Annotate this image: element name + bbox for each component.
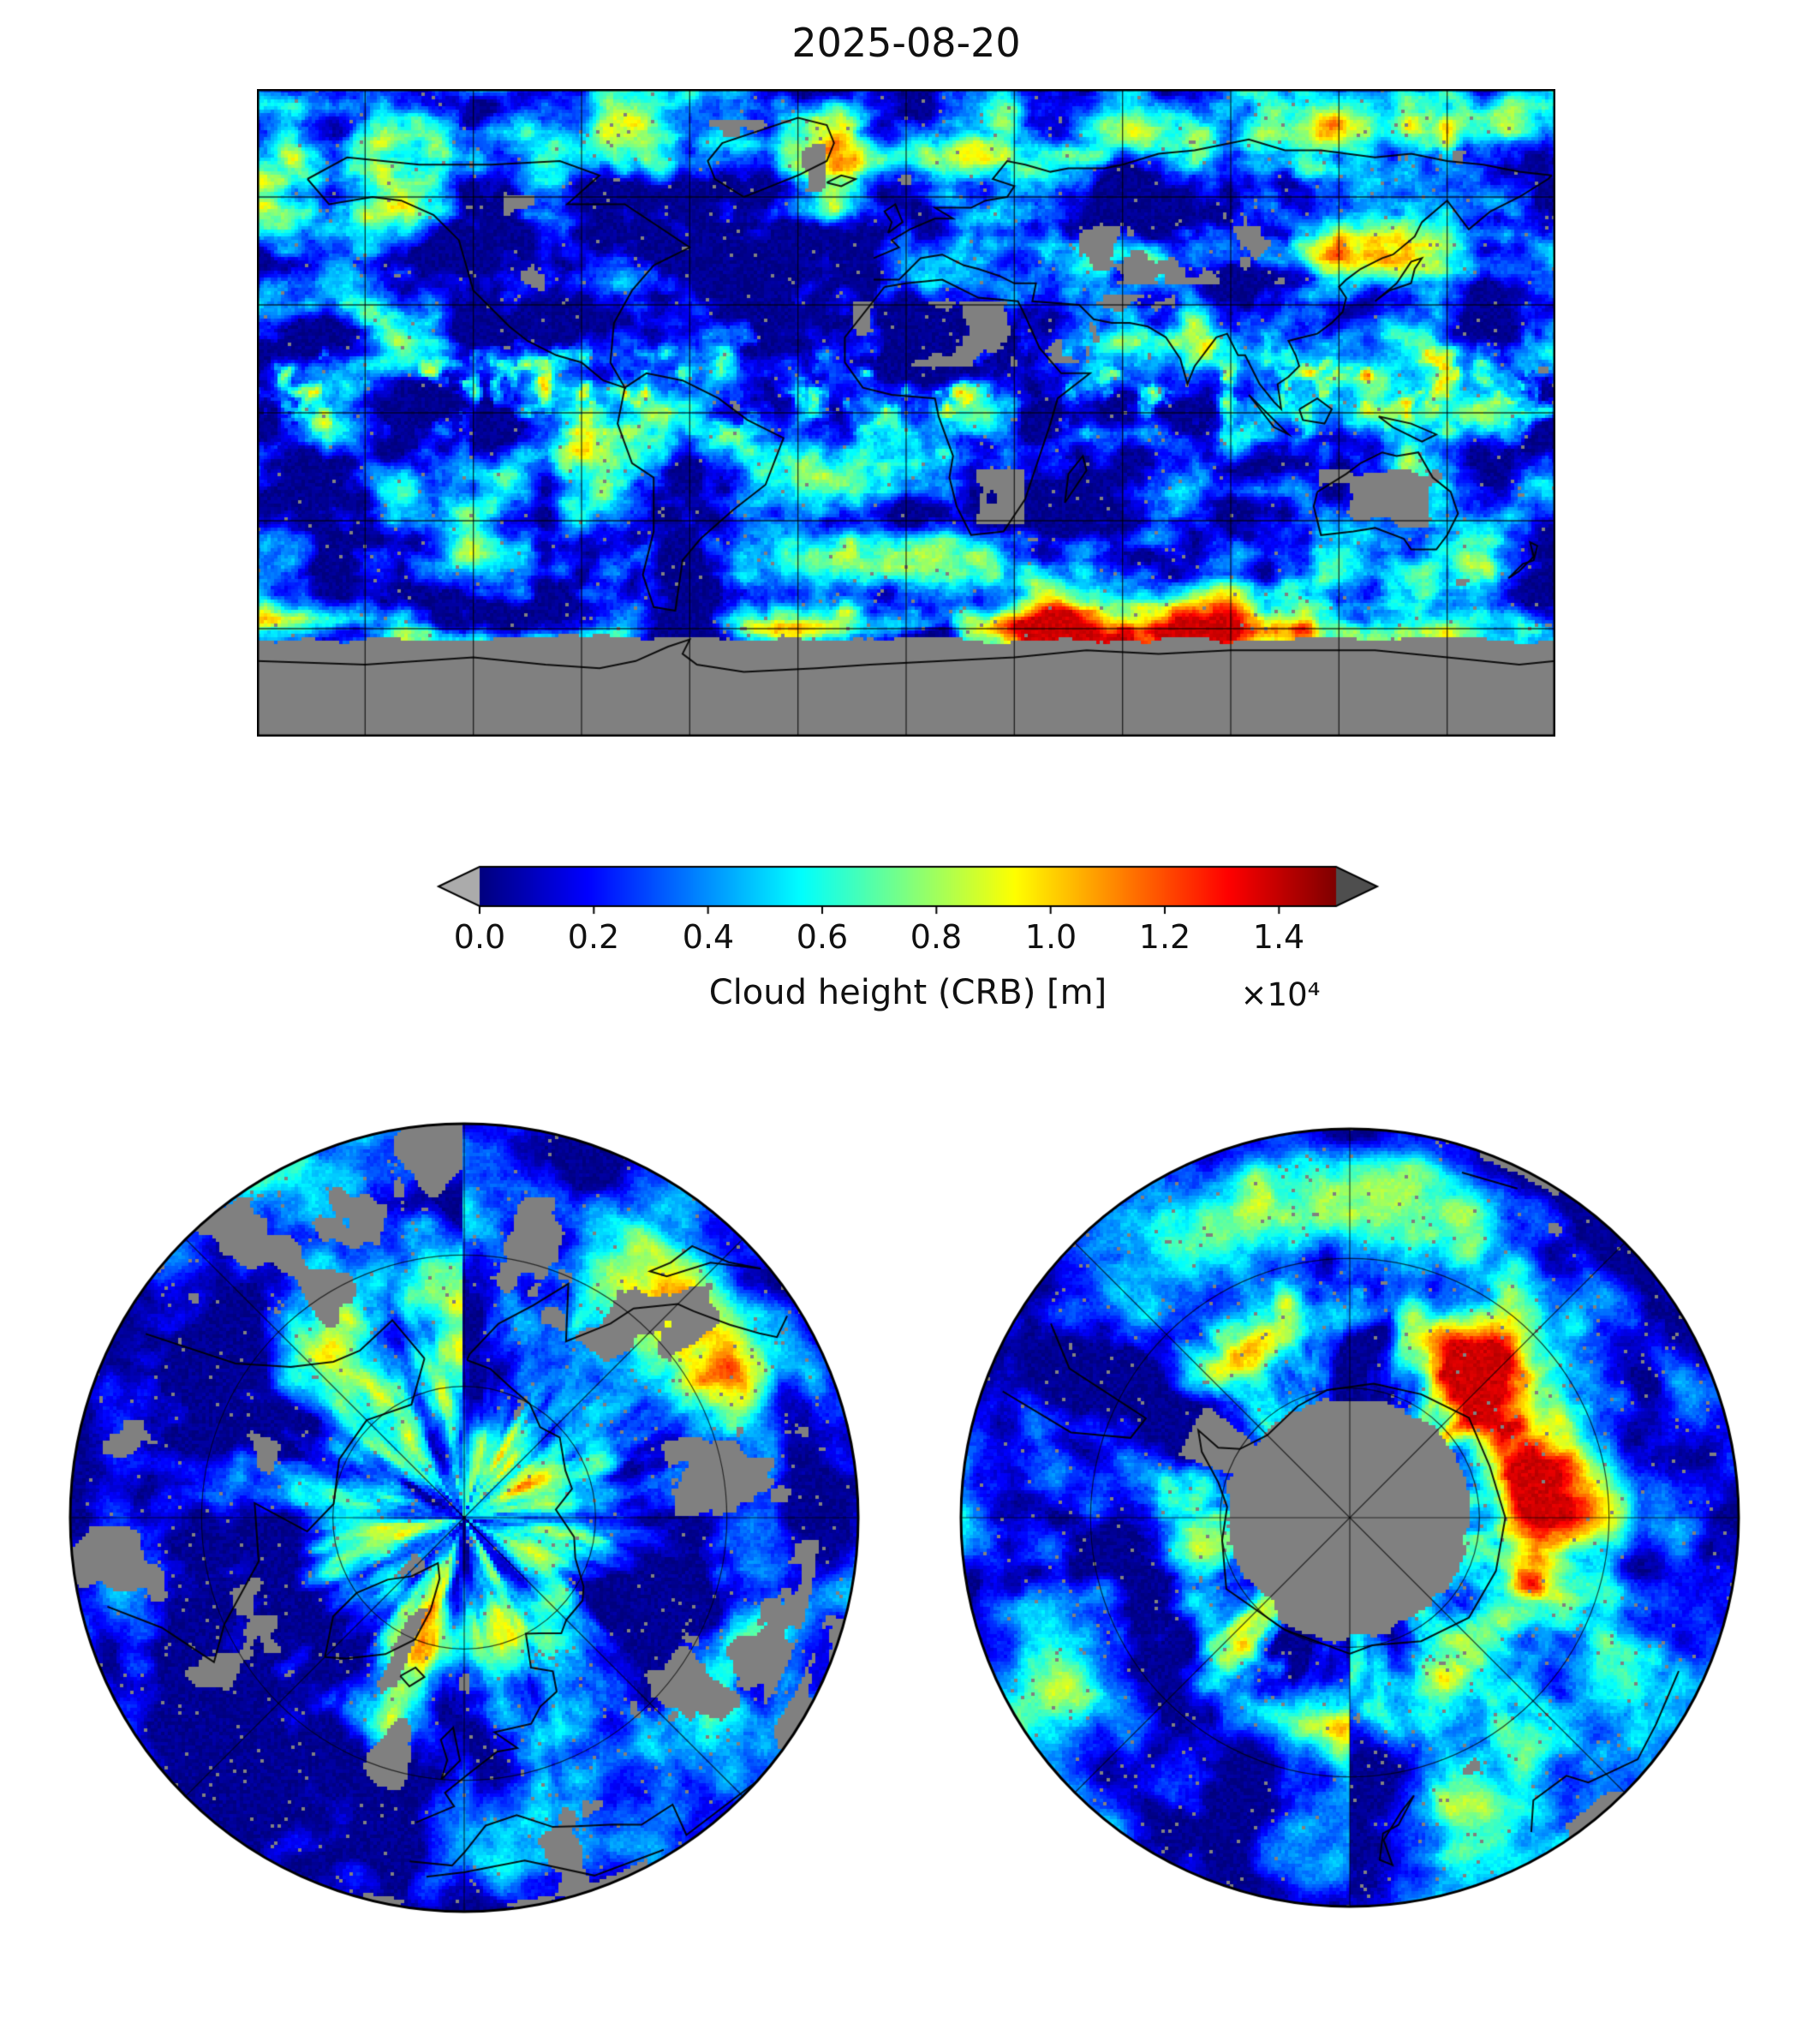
global-cloud-height-map — [257, 89, 1555, 737]
figure-title: 2025-08-20 — [791, 20, 1021, 66]
colorbar — [421, 860, 1423, 922]
colorbar-tick-label-7: 1.4 — [1252, 918, 1305, 956]
colorbar-tick-label-3: 0.6 — [796, 918, 849, 956]
colorbar-tick-label-5: 1.0 — [1024, 918, 1077, 956]
colorbar-tick-label-2: 0.4 — [682, 918, 735, 956]
colorbar-tick-label-6: 1.2 — [1138, 918, 1191, 956]
north-polar-cloud-map — [65, 1119, 863, 1917]
south-polar-cloud-map — [956, 1124, 1744, 1912]
colorbar-tick-label-0: 0.0 — [453, 918, 506, 956]
colorbar-tick-label-4: 0.8 — [910, 918, 963, 956]
colorbar-tick-label-1: 0.2 — [567, 918, 620, 956]
colorbar-label: Cloud height (CRB) [m] — [708, 973, 1107, 1012]
colorbar-offset-text: ×10⁴ — [1240, 976, 1321, 1013]
